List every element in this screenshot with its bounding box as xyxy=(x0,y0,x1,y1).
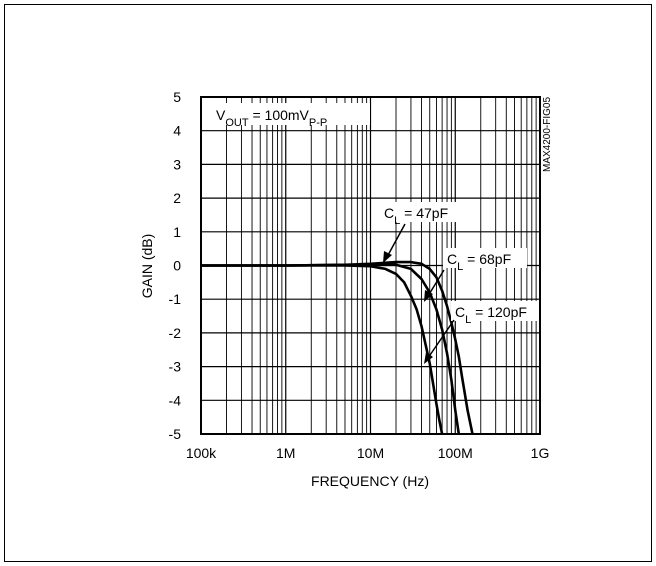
series-label-68pf-arrowhead xyxy=(424,290,433,302)
x-axis-label: FREQUENCY (Hz) xyxy=(311,473,429,489)
series-label-68pf-background xyxy=(443,248,527,268)
series-label-120pf-text: CL = 120pF xyxy=(455,304,527,326)
x-tick-label: 100M xyxy=(438,445,473,461)
figure-id-label: MAX4200-FIG05 xyxy=(542,97,553,172)
y-axis-label: GAIN (dB) xyxy=(139,234,155,299)
series-label-47pf-arrow xyxy=(386,223,406,258)
condition-annotation-background xyxy=(210,103,370,125)
y-tick-label: 5 xyxy=(173,89,181,105)
y-tick-label: -5 xyxy=(169,426,182,442)
series-label-120pf: CL = 120pF xyxy=(424,301,539,364)
x-tick-label: 100k xyxy=(186,445,217,461)
y-tick-label: 1 xyxy=(173,224,181,240)
series-label-120pf-background xyxy=(451,301,539,321)
series-label-47pf-text: CL = 47pF xyxy=(384,205,448,227)
y-tick-label: 0 xyxy=(173,258,181,274)
y-tick-label: -1 xyxy=(169,291,182,307)
series-label-47pf-background xyxy=(380,202,460,222)
series-label-68pf-arrow xyxy=(427,269,445,297)
series-label-47pf: CL = 47pF xyxy=(380,202,460,263)
condition-annotation: VOUT = 100mVP-P xyxy=(210,103,370,129)
series-line-68pf xyxy=(201,263,461,435)
series-label-47pf-arrowhead xyxy=(383,251,392,263)
condition-annotation-text: VOUT = 100mVP-P xyxy=(216,107,327,129)
y-tick-label: 3 xyxy=(173,156,181,172)
x-tick-label: 1M xyxy=(276,445,295,461)
x-tick-label: 10M xyxy=(357,445,384,461)
y-tick-label: 4 xyxy=(173,123,181,139)
series-line-120pf xyxy=(201,264,444,435)
figure-frame xyxy=(4,4,652,562)
plot-border xyxy=(200,96,541,435)
series-label-120pf-arrow xyxy=(427,319,455,359)
series-label-68pf-text: CL = 68pF xyxy=(447,251,511,273)
series-label-120pf-arrowhead xyxy=(424,352,433,364)
y-tick-label: -4 xyxy=(169,392,182,408)
x-tick-label: 1G xyxy=(531,445,550,461)
series-label-68pf: CL = 68pF xyxy=(424,248,527,302)
y-tick-label: -3 xyxy=(169,359,182,375)
y-tick-label: 2 xyxy=(173,190,181,206)
y-tick-label: -2 xyxy=(169,325,182,341)
series-lines xyxy=(201,260,474,435)
